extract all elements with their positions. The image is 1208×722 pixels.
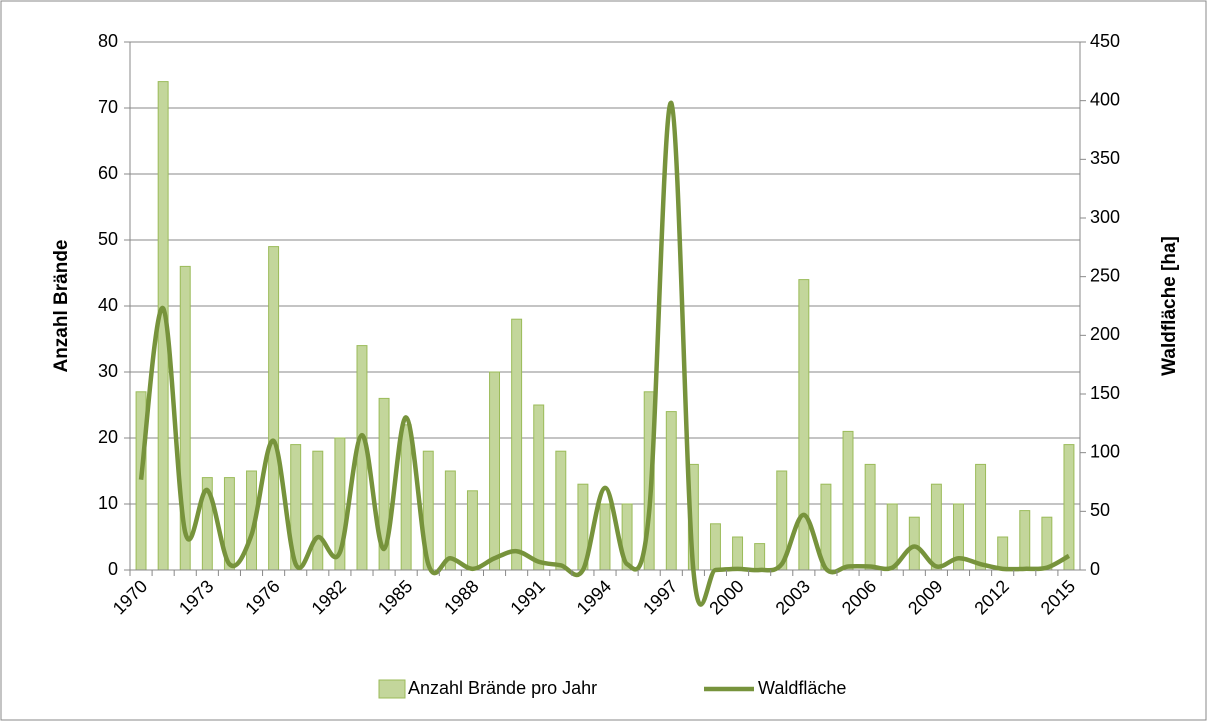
y-tick-label: 60 <box>98 163 118 183</box>
bar <box>864 463 876 571</box>
bar <box>466 490 478 571</box>
y-tick-label: 20 <box>98 427 118 447</box>
bar <box>356 345 368 571</box>
y2-tick-label: 450 <box>1090 31 1120 51</box>
bar <box>599 503 611 571</box>
y-axis-title: Anzahl Brände <box>51 239 72 372</box>
bar <box>732 536 744 571</box>
bar <box>798 279 810 571</box>
y-tick-label: 70 <box>98 97 118 117</box>
y2-tick-label: 350 <box>1090 148 1120 168</box>
y2-tick-label: 150 <box>1090 383 1120 403</box>
bar <box>400 424 412 571</box>
y-tick-label: 40 <box>98 295 118 315</box>
y2-tick-label: 0 <box>1090 559 1100 579</box>
bar <box>754 543 766 571</box>
bar <box>886 503 898 571</box>
bar <box>444 470 456 571</box>
bar <box>665 411 677 571</box>
bar <box>997 536 1009 571</box>
y-tick-label: 0 <box>108 559 118 579</box>
y2-tick-label: 300 <box>1090 207 1120 227</box>
bar <box>312 450 324 571</box>
line <box>138 100 1071 607</box>
bar <box>1063 444 1075 571</box>
y2-tick-label: 100 <box>1090 441 1120 461</box>
bar <box>1019 510 1031 571</box>
y-tick-label: 30 <box>98 361 118 381</box>
y2-tick-label: 200 <box>1090 324 1120 344</box>
bar <box>930 483 942 571</box>
legend-swatch <box>378 679 406 699</box>
legend-label: Waldfläche <box>758 678 846 698</box>
bar <box>511 318 523 571</box>
bar <box>135 391 147 571</box>
bar <box>533 404 545 571</box>
bar <box>268 246 280 571</box>
bar <box>975 463 987 571</box>
legend-label: Anzahl Brände pro Jahr <box>408 678 597 698</box>
y-tick-label: 80 <box>98 31 118 51</box>
y-tick-label: 50 <box>98 229 118 249</box>
y2-axis-title: Waldfläche [ha] <box>1159 236 1180 376</box>
y2-tick-label: 50 <box>1090 500 1110 520</box>
y2-tick-label: 250 <box>1090 265 1120 285</box>
y2-tick-label: 400 <box>1090 89 1120 109</box>
bar <box>489 371 501 571</box>
y-tick-label: 10 <box>98 493 118 513</box>
bar <box>908 516 920 571</box>
bar <box>1041 516 1053 571</box>
bar <box>842 430 854 571</box>
bar <box>709 523 721 571</box>
bar <box>555 450 567 571</box>
